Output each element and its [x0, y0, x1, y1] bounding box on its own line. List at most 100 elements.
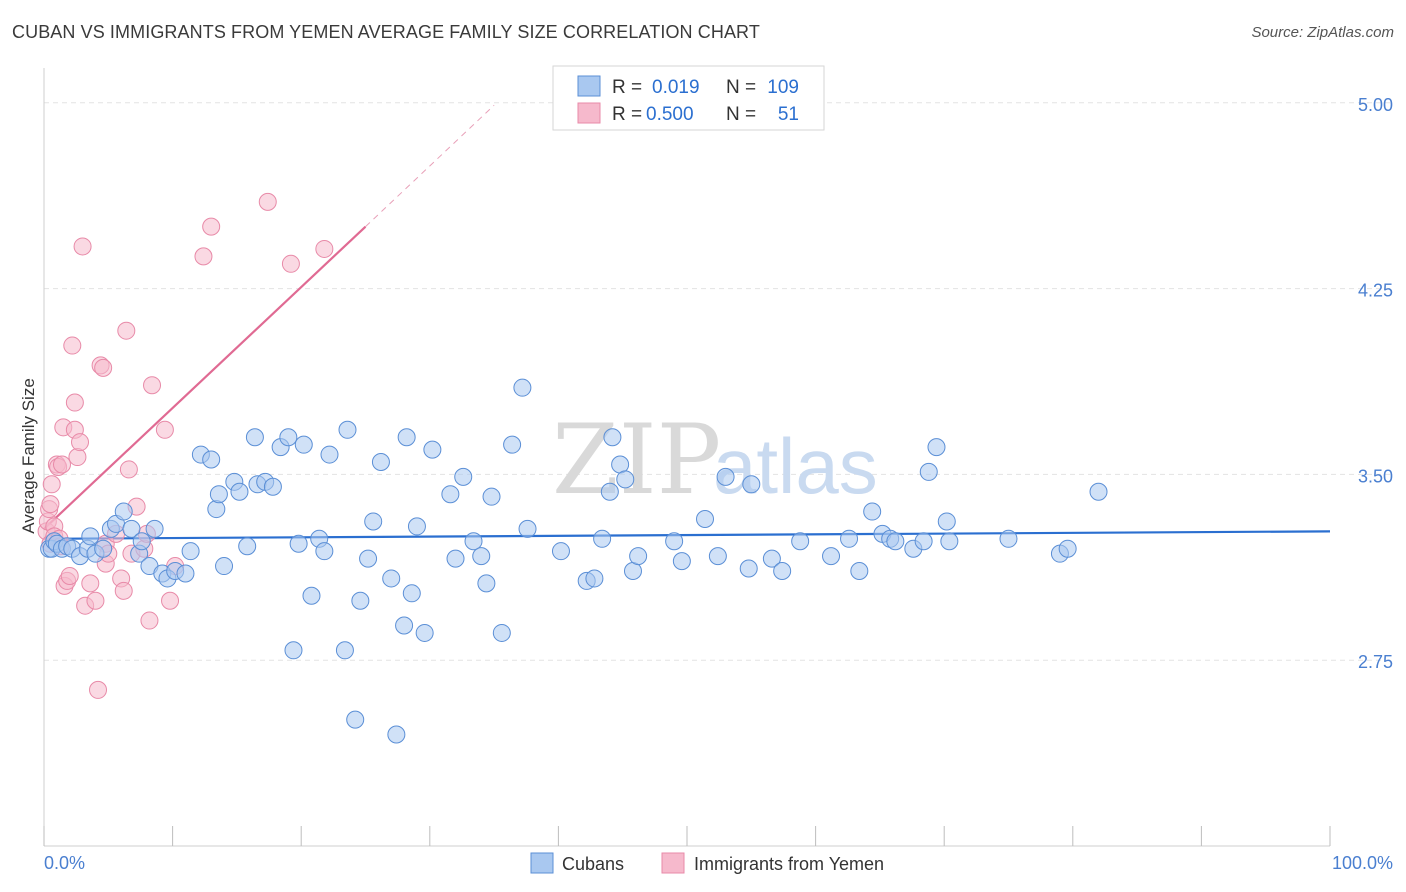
point-cubans — [371, 453, 390, 471]
point-cubans — [1058, 539, 1077, 558]
point-cubans — [937, 512, 956, 531]
point-cubans — [441, 485, 460, 504]
point-cubans — [315, 542, 334, 561]
point-cubans — [503, 435, 522, 454]
trend-lines — [43, 104, 1331, 540]
point-cubans — [181, 542, 200, 561]
point-cubans — [279, 428, 298, 447]
point-yemen — [119, 460, 138, 479]
y-tick-label: 5.00 — [1358, 95, 1393, 115]
point-cubans — [207, 500, 226, 519]
point-yemen — [53, 455, 72, 474]
point-yemen — [89, 680, 108, 699]
watermark-atlas: atlas — [713, 422, 878, 510]
point-yemen — [41, 495, 60, 514]
point-cubans — [940, 532, 959, 551]
point-cubans — [364, 512, 383, 531]
point-cubans — [600, 482, 619, 501]
point-yemen — [60, 566, 79, 585]
point-yemen — [68, 448, 87, 467]
point-cubans — [927, 438, 946, 457]
point-cubans — [762, 549, 781, 568]
point-yemen — [202, 217, 221, 236]
point-cubans — [387, 725, 406, 744]
point-yemen — [65, 393, 84, 412]
point-cubans — [616, 470, 635, 489]
y-tick-label: 4.25 — [1358, 281, 1393, 301]
axes — [43, 68, 1331, 847]
point-cubans — [209, 485, 228, 504]
point-cubans — [407, 517, 426, 536]
bottom-legend: Cubans Immigrants from Yemen — [530, 852, 884, 874]
point-cubans — [114, 502, 133, 521]
point-cubans — [708, 547, 727, 566]
legend-r-value-yemen: 0.500 — [646, 104, 694, 125]
y-axis-label: Average Family Size — [19, 378, 38, 534]
x-tick-label-min: 0.0% — [44, 853, 85, 873]
source-label: Source: ZipAtlas.com — [1251, 24, 1394, 41]
legend-n-label-yemen: N = — [726, 104, 756, 125]
legend-n-label-cubans: N = — [726, 77, 756, 98]
watermark-zip: ZIP — [552, 404, 721, 516]
point-cubans — [1089, 482, 1108, 501]
watermark: ZIP atlas — [552, 404, 878, 516]
legend-swatch-yemen — [577, 102, 601, 124]
point-cubans — [919, 462, 938, 481]
y-tick-label: 3.50 — [1358, 466, 1393, 486]
point-cubans — [338, 420, 357, 439]
trend-line-yemen-extension — [365, 104, 495, 228]
point-cubans — [742, 475, 761, 494]
point-cubans — [423, 440, 442, 459]
point-yemen — [194, 247, 213, 266]
point-cubans — [739, 559, 758, 578]
point-cubans — [791, 532, 810, 551]
point-cubans — [320, 445, 339, 464]
point-cubans — [132, 532, 151, 551]
grid-lines — [44, 102, 1392, 661]
point-cubans — [81, 527, 100, 546]
bottom-legend-swatch-cubans — [530, 852, 554, 874]
point-cubans — [518, 519, 537, 538]
bottom-legend-swatch-yemen — [661, 852, 685, 874]
point-yemen — [94, 358, 113, 377]
point-yemen — [281, 254, 300, 273]
point-yemen — [73, 237, 92, 256]
point-yemen — [114, 581, 133, 600]
point-cubans — [551, 542, 570, 561]
point-cubans — [492, 623, 511, 642]
point-cubans — [176, 564, 195, 583]
point-cubans — [454, 467, 473, 486]
point-cubans — [446, 549, 465, 568]
point-cubans — [886, 532, 905, 551]
point-cubans — [629, 547, 648, 566]
point-yemen — [143, 376, 162, 395]
point-cubans — [346, 710, 365, 729]
point-cubans — [359, 549, 378, 568]
point-yemen — [86, 591, 105, 610]
point-cubans — [263, 477, 282, 496]
legend-box: R = 0.019 N = 109 R = 0.500 N = 51 — [552, 65, 825, 131]
point-cubans — [477, 574, 496, 593]
point-cubans — [999, 529, 1018, 548]
point-cubans — [351, 591, 370, 610]
point-cubans — [773, 562, 792, 581]
point-cubans — [665, 532, 684, 551]
legend-r-label-yemen: R = — [612, 104, 642, 125]
point-yemen — [161, 591, 180, 610]
point-cubans — [94, 539, 113, 558]
point-cubans — [230, 482, 249, 501]
point-cubans — [593, 529, 612, 548]
point-cubans — [335, 641, 354, 660]
legend-r-value-cubans: 0.019 — [652, 77, 700, 98]
point-cubans — [716, 467, 735, 486]
point-cubans — [382, 569, 401, 588]
point-cubans — [122, 519, 141, 538]
legend-n-value-cubans: 109 — [767, 77, 799, 98]
x-tick-label-max: 100.0% — [1332, 853, 1393, 873]
point-cubans — [145, 519, 164, 538]
point-cubans — [397, 428, 416, 447]
bottom-legend-label-cubans: Cubans — [562, 854, 624, 874]
point-cubans — [245, 428, 264, 447]
chart-title: CUBAN VS IMMIGRANTS FROM YEMEN AVERAGE F… — [12, 22, 760, 42]
point-cubans — [863, 502, 882, 521]
